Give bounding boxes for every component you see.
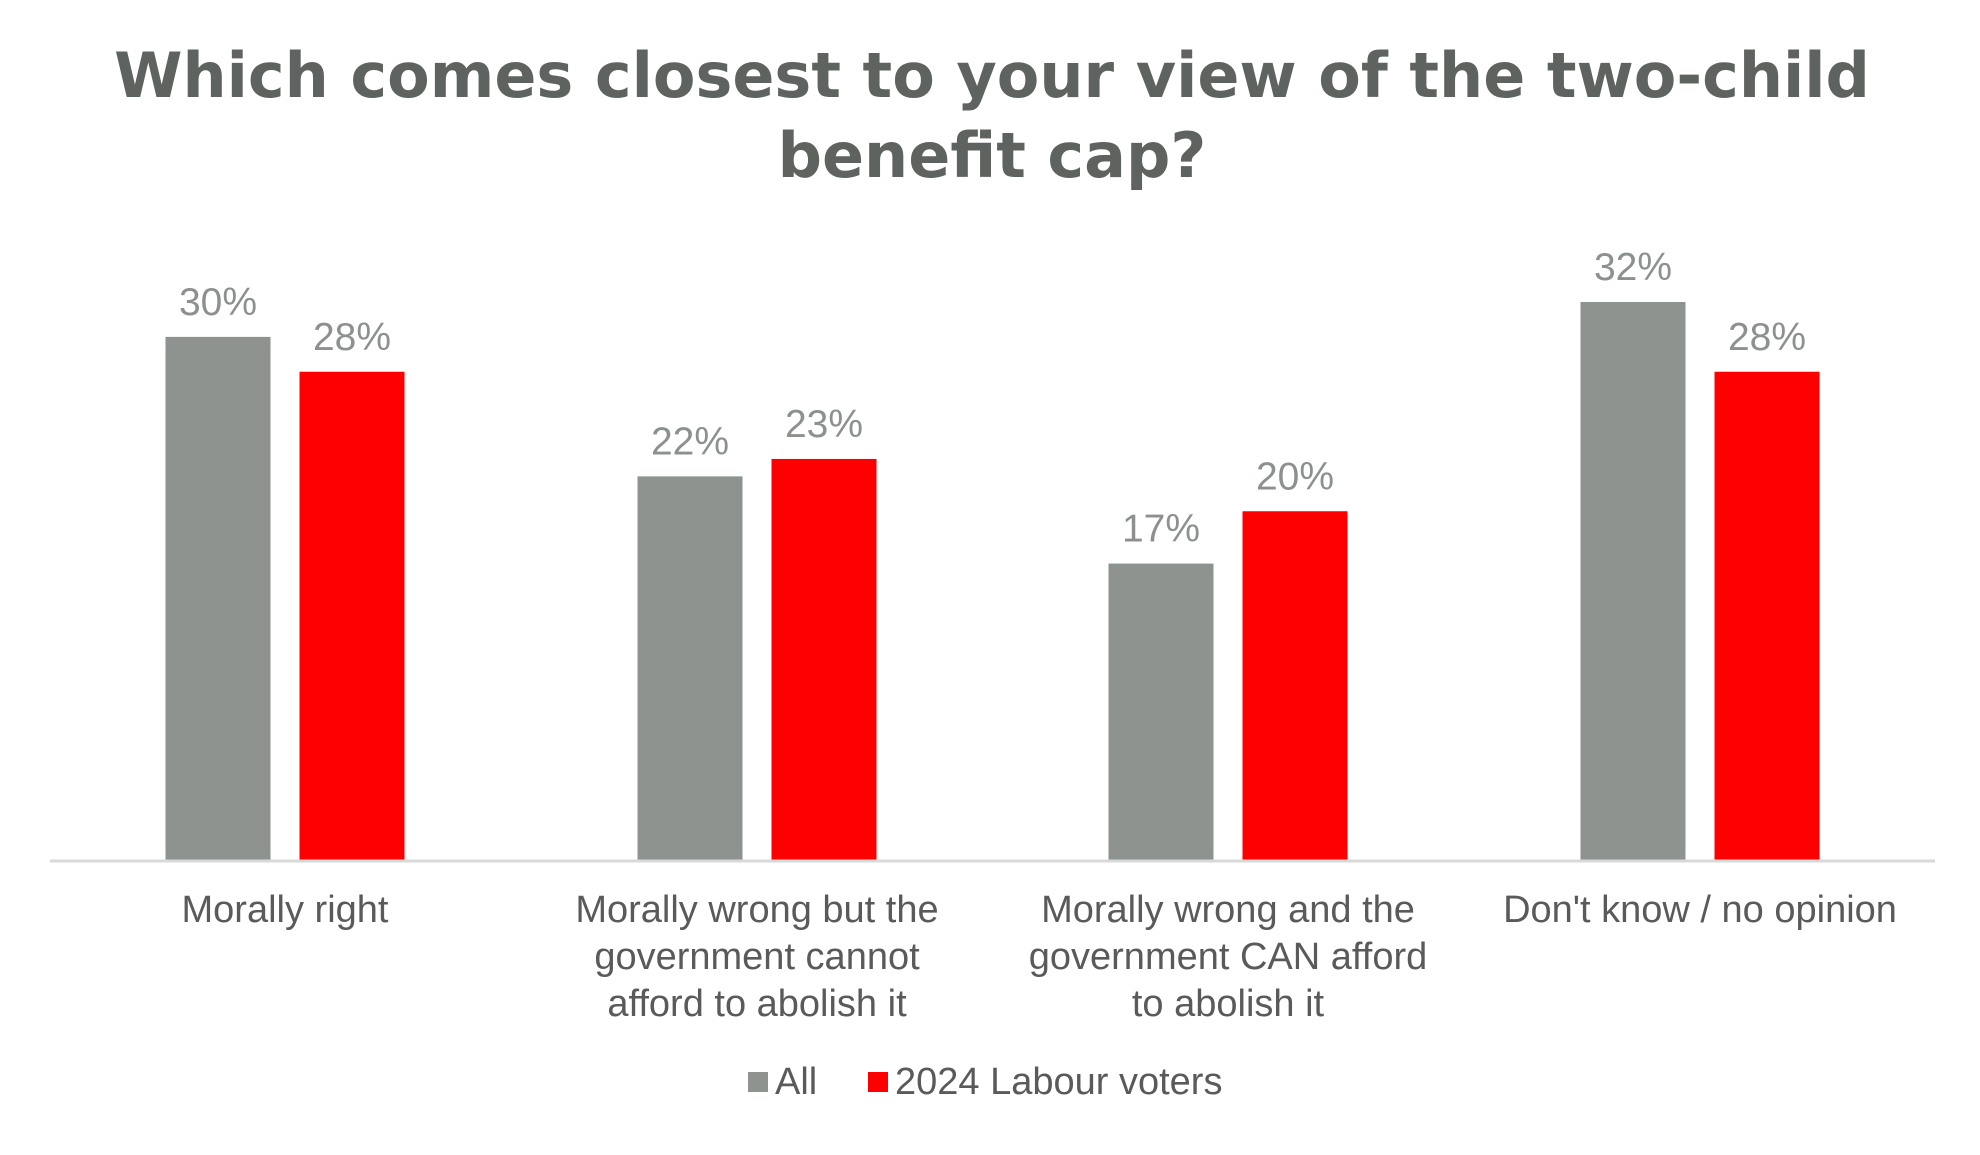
bar-labour-1 xyxy=(299,371,405,860)
data-label-all-3: 17% xyxy=(1122,508,1200,551)
bar-all-2 xyxy=(637,476,743,860)
chart-title: Which comes closest to your view of the … xyxy=(114,39,1870,192)
bar-labour-3 xyxy=(1242,511,1348,860)
data-label-all-2: 22% xyxy=(651,420,729,463)
category-label-4-line-1: Don't know / no opinion xyxy=(1503,889,1897,931)
category-label-2-line-3: afford to abolish it xyxy=(607,983,907,1025)
legend-swatch-all xyxy=(748,1072,768,1092)
category-label-3-line-3: to abolish it xyxy=(1132,983,1325,1025)
bar-all-3 xyxy=(1108,563,1214,860)
category-label-1-line-1: Morally right xyxy=(182,889,389,931)
category-label-3-line-2: government CAN afford xyxy=(1029,936,1428,978)
legend-label-labour: 2024 Labour voters xyxy=(895,1061,1222,1103)
category-label-3-line-1: Morally wrong and the xyxy=(1041,889,1415,931)
data-label-all-4: 32% xyxy=(1594,246,1672,289)
legend-swatch-labour xyxy=(868,1072,888,1092)
chart-title-line-1: Which comes closest to your view of the … xyxy=(114,39,1870,112)
category-labels: Morally right Morally wrong but the govern… xyxy=(182,889,1897,1025)
data-label-labour-1: 28% xyxy=(313,316,391,359)
bar-labour-4 xyxy=(1714,371,1820,860)
legend: All 2024 Labour voters xyxy=(748,1061,1222,1103)
bar-labour-2 xyxy=(771,458,877,860)
data-label-all-1: 30% xyxy=(179,281,257,324)
bar-all-4 xyxy=(1580,302,1686,860)
chart-title-line-2: benefit cap? xyxy=(778,119,1207,192)
data-label-labour-4: 28% xyxy=(1728,316,1806,359)
data-labels: 30% 22% 17% 32% 28% 23% 20% 28% xyxy=(179,246,1806,551)
bars xyxy=(165,302,1820,860)
category-label-2-line-2: government cannot xyxy=(594,936,920,978)
data-label-labour-2: 23% xyxy=(785,403,863,446)
bar-all-1 xyxy=(165,336,271,860)
data-label-labour-3: 20% xyxy=(1256,455,1334,498)
legend-label-all: All xyxy=(775,1061,817,1103)
category-label-2-line-1: Morally wrong but the xyxy=(575,889,938,931)
